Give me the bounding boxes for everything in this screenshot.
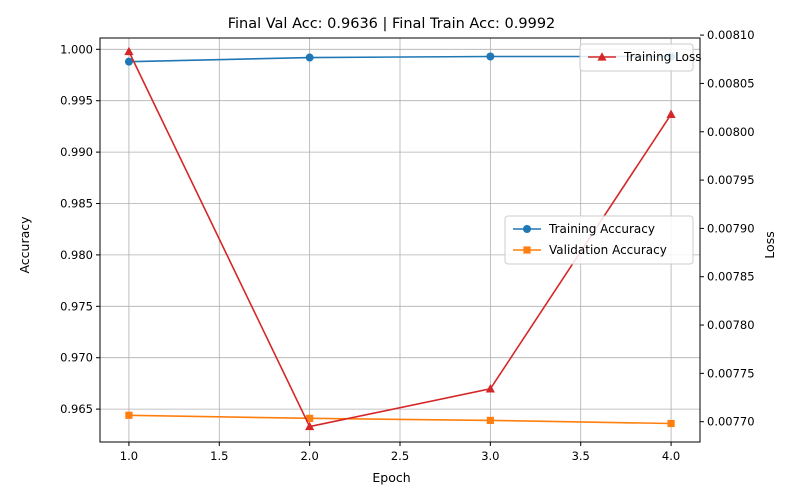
y-left-tick-label: 0.990	[60, 145, 93, 159]
y-right-tick-label: 0.00775	[707, 366, 755, 380]
data-point	[305, 53, 314, 62]
legend-accuracy: Training Accuracy Validation Accuracy	[504, 215, 694, 265]
y-axis-label-right: Loss	[762, 231, 777, 258]
data-point	[486, 52, 495, 61]
legend-box	[579, 43, 694, 72]
x-tick-label: 1.5	[210, 449, 228, 463]
legend-label: Training Loss	[623, 50, 701, 64]
y-left-tick-label: 0.985	[60, 197, 93, 211]
y-left-tick-label: 0.995	[60, 94, 93, 108]
x-tick-label: 3.5	[572, 449, 590, 463]
legend-label: Validation Accuracy	[549, 243, 667, 257]
x-tick-label: 2.0	[300, 449, 318, 463]
chart-title: Final Val Acc: 0.9636 | Final Train Acc:…	[228, 16, 556, 32]
y-left-tick-label: 0.980	[60, 248, 93, 262]
series-validation-accuracy	[125, 411, 675, 428]
y-axis-label-left: Accuracy	[17, 216, 32, 274]
data-point	[486, 416, 494, 425]
data-point	[305, 421, 315, 431]
y-left-tick-label: 1.000	[60, 42, 93, 56]
data-point	[124, 57, 133, 66]
data-point	[306, 414, 314, 422]
y-right-tick-label: 0.00795	[707, 173, 755, 187]
x-tick-label: 4.0	[662, 449, 680, 463]
ticks-layer: 1.0 1.5 2.0 2.5 3.0 3.5 4.0 0.965 0.970 0.975 0.98…	[60, 28, 755, 463]
x-axis-label: Epoch	[372, 470, 410, 485]
y-right-tick-label: 0.00805	[707, 76, 755, 90]
y-right-tick-label: 0.00810	[707, 28, 755, 42]
legend-swatch-marker	[597, 52, 607, 61]
data-point	[666, 109, 676, 118]
y-right-tick-label: 0.00790	[707, 221, 755, 235]
legend-box	[504, 215, 694, 265]
y-right-tick-label: 0.00770	[707, 415, 755, 429]
data-point	[485, 384, 495, 393]
series-line	[128, 414, 672, 425]
legend-swatch-marker	[523, 246, 531, 254]
legend-loss: Training Loss	[579, 43, 701, 72]
x-tick-label: 2.5	[391, 449, 409, 463]
y-left-tick-label: 0.975	[60, 299, 93, 313]
y-left-tick-label: 0.970	[60, 351, 93, 365]
x-tick-label: 1.0	[120, 449, 138, 463]
legend-swatch-marker	[523, 225, 531, 233]
data-point	[125, 411, 133, 419]
data-point	[124, 46, 134, 56]
x-tick-label: 3.0	[481, 449, 499, 463]
legend-label: Training Accuracy	[548, 222, 655, 236]
data-point	[667, 419, 675, 428]
y-right-tick-label: 0.00780	[707, 318, 755, 332]
y-right-tick-label: 0.00800	[707, 125, 755, 139]
y-left-tick-label: 0.965	[60, 402, 93, 416]
y-right-tick-label: 0.00785	[707, 270, 755, 284]
